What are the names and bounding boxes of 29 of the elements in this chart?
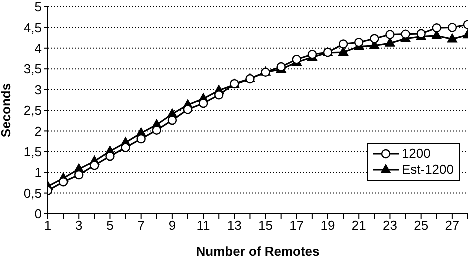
x-tick-label: 25: [414, 218, 429, 234]
y-tick-label: 4: [34, 41, 42, 56]
x-tick-label: 17: [290, 218, 304, 234]
y-tick-label: 0,5: [24, 186, 42, 201]
x-tick-label: 23: [382, 218, 398, 234]
x-tick-label: 3: [75, 218, 83, 234]
y-tick-label: 3: [34, 82, 42, 98]
x-tick-label: 11: [196, 218, 210, 234]
y-tick-label: 2,5: [24, 103, 42, 118]
y-tick-label: 1,5: [24, 144, 42, 160]
x-tick-label: 7: [138, 218, 145, 234]
y-tick-label: 1: [34, 165, 42, 180]
y-axis-title: Seconds: [0, 83, 14, 138]
x-tick-label: 19: [320, 218, 336, 234]
y-tick-label: 3,5: [24, 62, 42, 77]
x-axis-title: Number of Remotes: [196, 244, 320, 259]
legend-label: 1200: [402, 146, 431, 162]
x-tick-label: 9: [168, 218, 176, 234]
y-tick-label: 0: [34, 206, 42, 222]
y-tick-label: 4,5: [24, 20, 42, 36]
y-tick-label: 5: [34, 0, 42, 15]
x-tick-label: 27: [445, 218, 460, 234]
x-tick-label: 13: [227, 218, 242, 234]
x-tick-label: 15: [258, 218, 274, 234]
x-tick-label: 1: [44, 218, 52, 234]
x-tick-label: 5: [106, 218, 114, 234]
y-tick-label: 2: [34, 124, 42, 139]
x-tick-label: 21: [352, 218, 366, 234]
legend-label: Est-1200: [402, 162, 454, 178]
